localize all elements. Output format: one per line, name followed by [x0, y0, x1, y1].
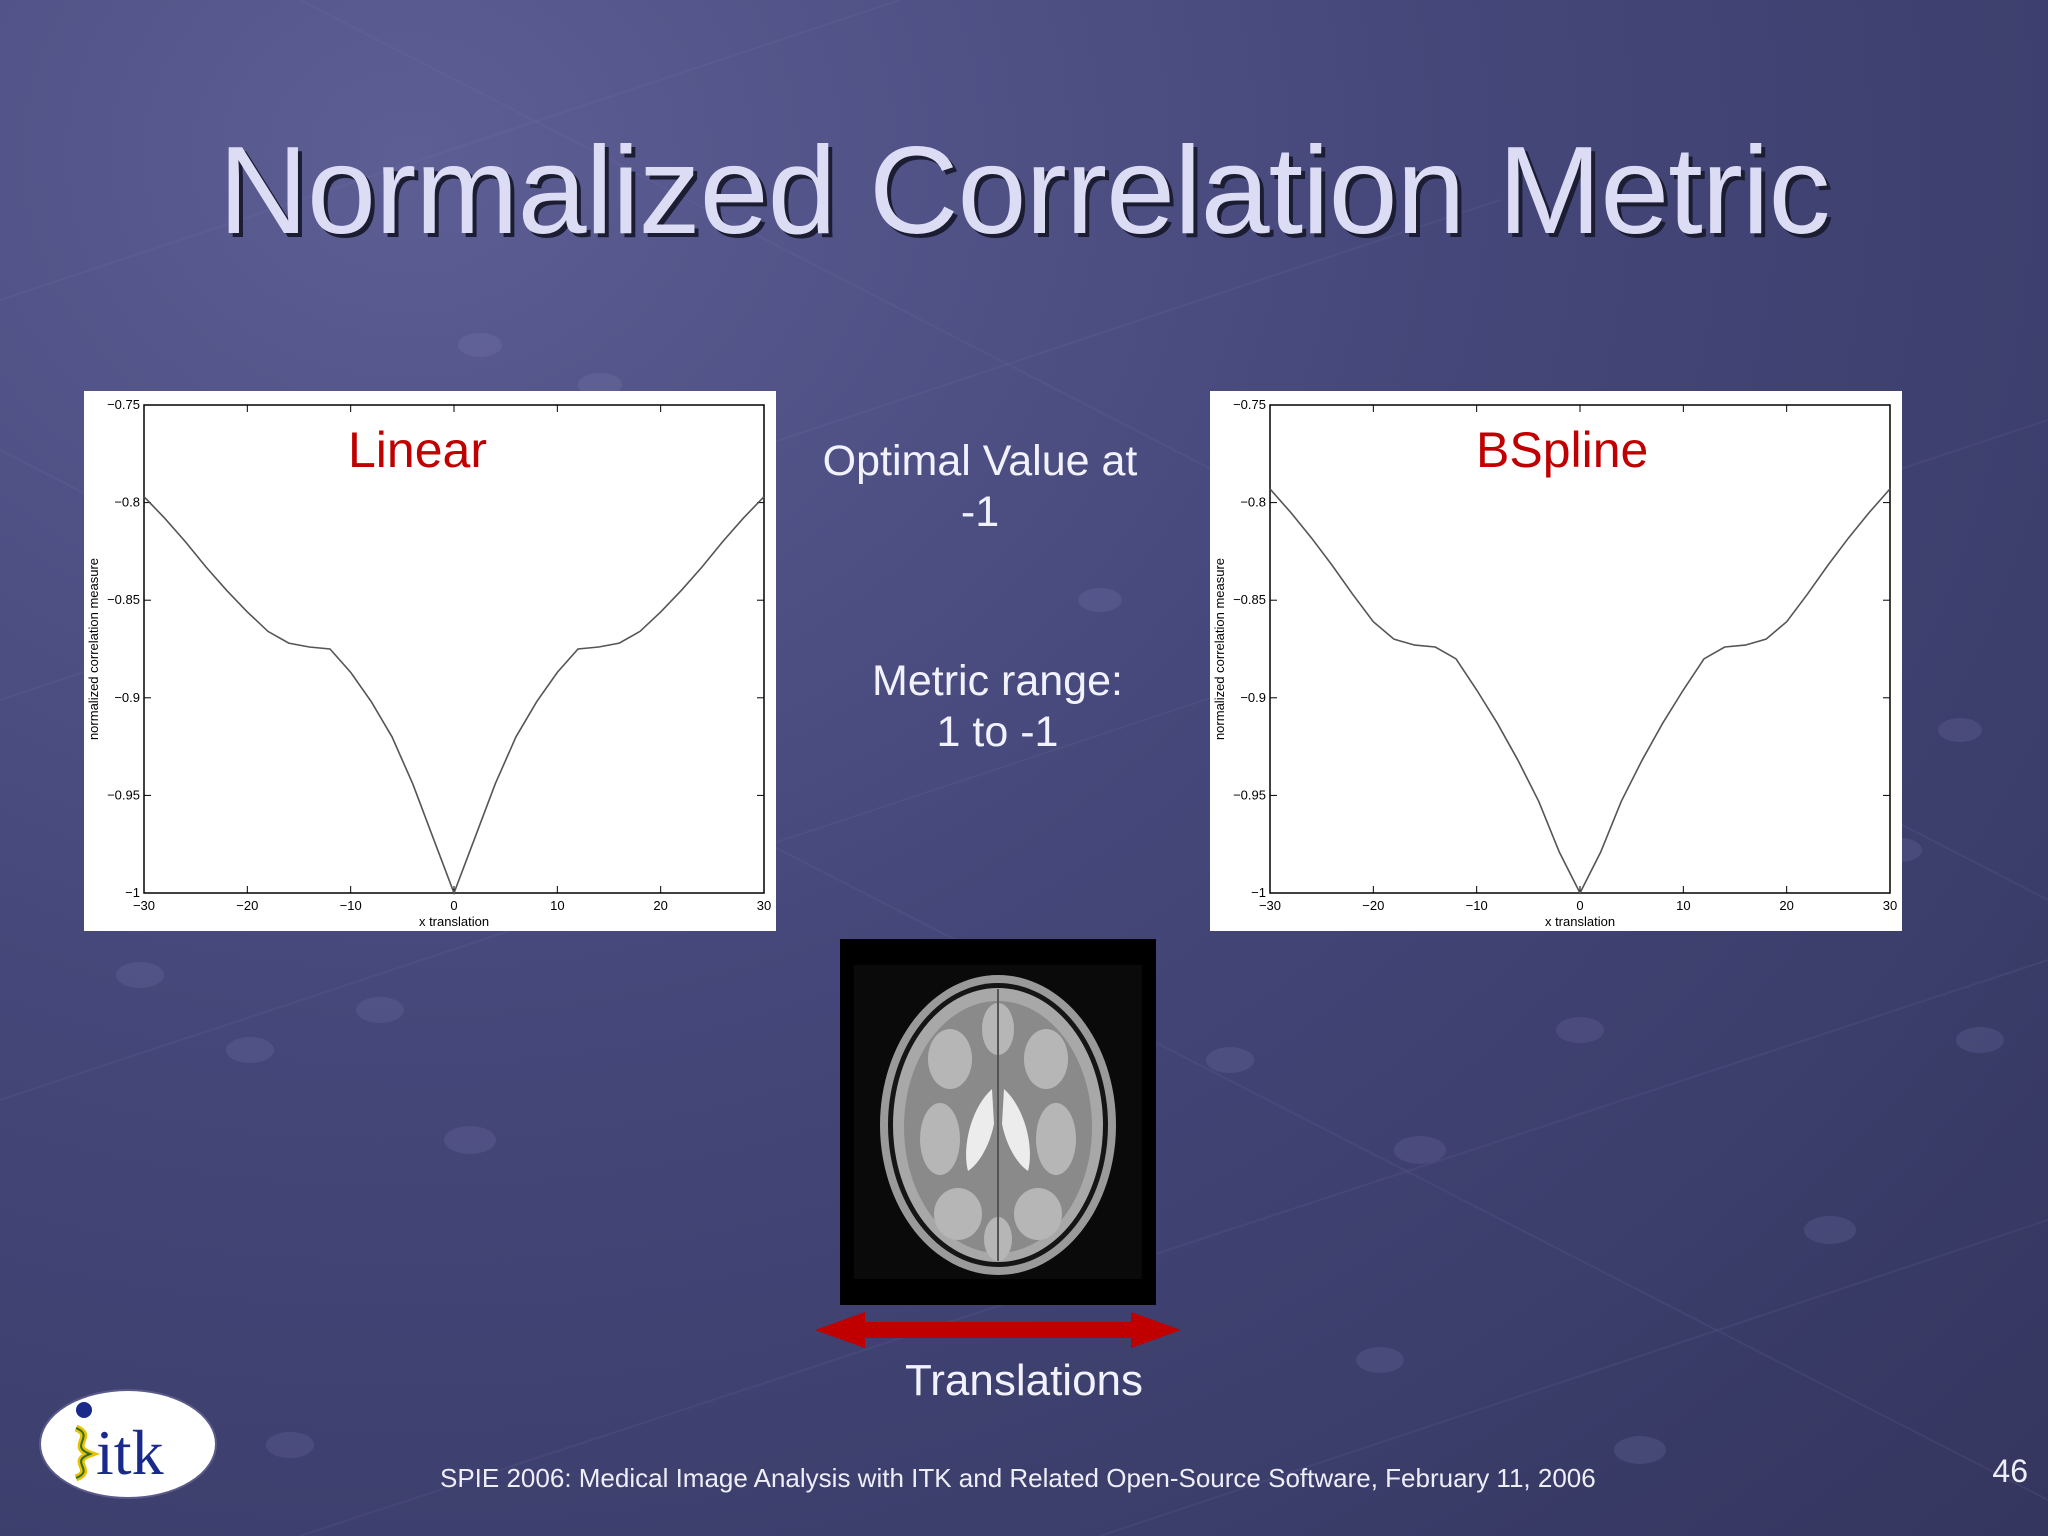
optimal-value-line2: -1	[960, 488, 1000, 536]
x-tick-label: 10	[550, 898, 564, 913]
metric-range-text: Metric range: 1 to -1	[800, 656, 1195, 758]
slide-title: Normalized Correlation Metric	[218, 122, 1830, 260]
y-tick-label: −0.95	[1233, 787, 1266, 802]
translations-label: Translations	[904, 1356, 1144, 1405]
x-axis-label: x translation	[1545, 914, 1615, 929]
y-axis-label: normalized correlation measure	[86, 558, 101, 740]
y-tick-label: −0.85	[1233, 592, 1266, 607]
x-tick-label: −10	[1466, 898, 1488, 913]
metric-range-line1: Metric range:	[872, 657, 1123, 705]
x-tick-label: −30	[133, 898, 155, 913]
y-tick-label: −0.85	[107, 592, 140, 607]
page-number: 46	[1992, 1453, 2028, 1489]
y-tick-label: −0.95	[107, 787, 140, 802]
metric-range-line2: 1 to -1	[936, 708, 1059, 756]
mri-brain-image	[840, 939, 1156, 1305]
optimal-value-line1: Optimal Value at	[822, 437, 1138, 485]
y-tick-label: −0.75	[107, 397, 140, 412]
x-tick-label: −10	[340, 898, 362, 913]
y-tick-label: −0.8	[114, 495, 140, 510]
footer-text: SPIE 2006: Medical Image Analysis with I…	[440, 1463, 1596, 1493]
x-tick-label: 20	[653, 898, 667, 913]
x-tick-label: −20	[1362, 898, 1384, 913]
x-tick-label: −20	[236, 898, 258, 913]
optimal-value-text: Optimal Value at -1	[790, 436, 1170, 538]
y-axis-label: normalized correlation measure	[1212, 558, 1227, 740]
series-line	[143, 496, 765, 896]
x-tick-label: 0	[450, 898, 457, 913]
x-tick-label: 10	[1676, 898, 1690, 913]
y-tick-label: −1	[125, 885, 140, 900]
series-line	[1269, 488, 1891, 895]
linear-chart-panel: −30 −20 −10 0 10 20 30 −1 −0.95 −0.9 −0.85 −0.8 −0.7…	[84, 391, 776, 931]
x-tick-label: 20	[1779, 898, 1793, 913]
itk-logo: itk	[39, 1389, 217, 1499]
linear-chart-label: Linear	[348, 422, 487, 478]
x-tick-label: −30	[1259, 898, 1281, 913]
x-tick-label: 30	[757, 898, 771, 913]
y-tick-label: −0.8	[1240, 495, 1266, 510]
x-axis-label: x translation	[419, 914, 489, 929]
x-tick-label: 0	[1576, 898, 1583, 913]
linear-chart: −30 −20 −10 0 10 20 30 −1 −0.95 −0.9 −0.85 −0.8 −0.7…	[86, 397, 771, 929]
x-tick-label: 30	[1883, 898, 1897, 913]
bspline-chart-panel: −30 −20 −10 0 10 20 30 −1 −0.95 −0.9 −0.85 −0.8 −0.7…	[1210, 391, 1902, 931]
bspline-chart-label: BSpline	[1476, 422, 1649, 478]
logo-text: itk	[96, 1417, 164, 1488]
translation-arrow-icon	[815, 1312, 1181, 1348]
bspline-chart: −30 −20 −10 0 10 20 30 −1 −0.95 −0.9 −0.85 −0.8 −0.7…	[1212, 397, 1897, 929]
y-tick-label: −0.75	[1233, 397, 1266, 412]
y-tick-label: −1	[1251, 885, 1266, 900]
y-tick-label: −0.9	[1240, 690, 1266, 705]
y-tick-label: −0.9	[114, 690, 140, 705]
